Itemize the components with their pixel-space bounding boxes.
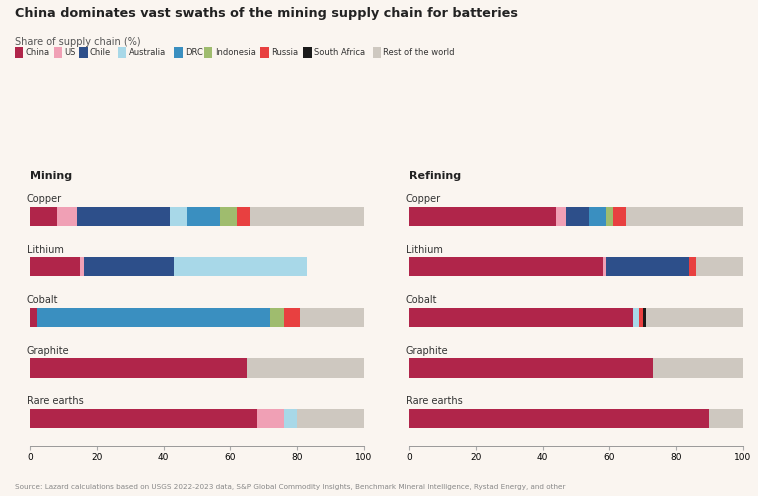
Bar: [221, 207, 237, 226]
Bar: [709, 409, 743, 428]
Bar: [174, 257, 307, 276]
Bar: [606, 207, 612, 226]
Text: Copper: Copper: [406, 194, 441, 204]
Text: DRC: DRC: [185, 48, 202, 57]
Bar: [37, 308, 271, 327]
Bar: [409, 257, 603, 276]
Text: Copper: Copper: [27, 194, 62, 204]
Bar: [237, 207, 250, 226]
Text: Lithium: Lithium: [27, 245, 64, 255]
Bar: [283, 409, 297, 428]
Bar: [409, 359, 653, 377]
Bar: [57, 207, 77, 226]
Bar: [250, 207, 364, 226]
Bar: [556, 207, 566, 226]
Text: Rare earths: Rare earths: [27, 396, 83, 406]
Text: US: US: [64, 48, 76, 57]
Bar: [271, 308, 283, 327]
Bar: [653, 359, 743, 377]
Text: China: China: [26, 48, 50, 57]
Bar: [300, 308, 364, 327]
Bar: [80, 257, 83, 276]
Bar: [409, 207, 556, 226]
Bar: [690, 257, 696, 276]
Bar: [30, 207, 57, 226]
Text: Graphite: Graphite: [27, 346, 70, 356]
Bar: [77, 207, 171, 226]
Text: Refining: Refining: [409, 171, 462, 181]
Bar: [297, 409, 364, 428]
Bar: [612, 207, 626, 226]
Text: Rare earths: Rare earths: [406, 396, 462, 406]
Text: Graphite: Graphite: [406, 346, 449, 356]
Bar: [247, 359, 364, 377]
Text: Indonesia: Indonesia: [215, 48, 255, 57]
Bar: [83, 257, 174, 276]
Bar: [633, 308, 640, 327]
Bar: [696, 257, 743, 276]
Text: Cobalt: Cobalt: [406, 295, 437, 306]
Bar: [30, 257, 80, 276]
Text: Lithium: Lithium: [406, 245, 443, 255]
Text: Mining: Mining: [30, 171, 73, 181]
Bar: [30, 359, 247, 377]
Bar: [257, 409, 283, 428]
Bar: [30, 308, 37, 327]
Bar: [643, 308, 646, 327]
Bar: [30, 409, 257, 428]
Text: China dominates vast swaths of the mining supply chain for batteries: China dominates vast swaths of the minin…: [15, 7, 518, 20]
Bar: [283, 308, 300, 327]
Bar: [409, 409, 709, 428]
Bar: [187, 207, 221, 226]
Text: Russia: Russia: [271, 48, 298, 57]
Bar: [590, 207, 606, 226]
Text: Australia: Australia: [129, 48, 166, 57]
Bar: [646, 308, 743, 327]
Text: South Africa: South Africa: [314, 48, 365, 57]
Text: Rest of the world: Rest of the world: [384, 48, 455, 57]
Bar: [566, 207, 590, 226]
Bar: [606, 257, 690, 276]
Text: Share of supply chain (%): Share of supply chain (%): [15, 37, 141, 47]
Text: Cobalt: Cobalt: [27, 295, 58, 306]
Text: Chile: Chile: [90, 48, 111, 57]
Bar: [171, 207, 187, 226]
Bar: [603, 257, 606, 276]
Bar: [409, 308, 633, 327]
Text: Source: Lazard calculations based on USGS 2022-2023 data, S&P Global Commodity I: Source: Lazard calculations based on USG…: [15, 484, 565, 490]
Bar: [640, 308, 643, 327]
Bar: [626, 207, 743, 226]
